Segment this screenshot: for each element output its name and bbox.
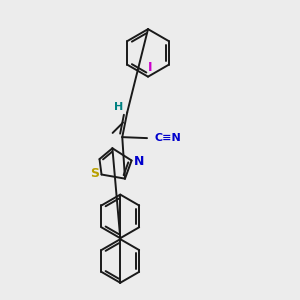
Text: N: N <box>134 155 145 168</box>
Text: C≡N: C≡N <box>155 133 182 143</box>
Text: I: I <box>148 61 152 74</box>
Text: S: S <box>90 167 99 180</box>
Text: H: H <box>114 102 123 112</box>
